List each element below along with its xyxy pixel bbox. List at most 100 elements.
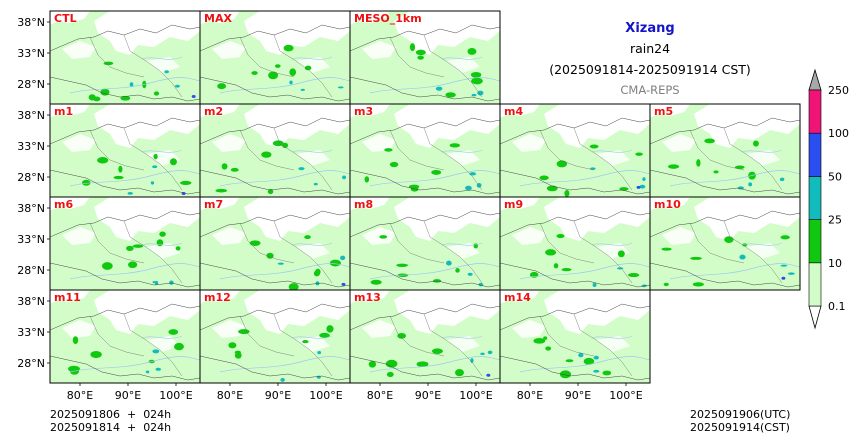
colorbar-extend-low <box>808 305 822 330</box>
init-time-line2: 2025091814 + 024h <box>50 421 172 434</box>
valid-time-utc: 2025091906(UTC) <box>690 408 791 421</box>
precip-field <box>500 197 650 290</box>
region-title: Xizang <box>625 21 674 36</box>
lat-label: 33°N <box>17 326 45 339</box>
panel-label: MESO_1km <box>354 12 422 25</box>
panel-label: m8 <box>354 198 373 211</box>
panel-label: m10 <box>654 198 681 211</box>
lat-label: 33°N <box>17 233 45 246</box>
map-panel-m13: m13 <box>349 289 501 384</box>
panel-label: m2 <box>204 105 223 118</box>
map-panel-m12: m12 <box>199 289 351 384</box>
panel-label: m9 <box>504 198 523 211</box>
lon-label: 90°E <box>265 389 291 402</box>
colorbar: 0.1 10 25 50 100 250 <box>808 68 849 330</box>
precip-field <box>50 104 200 197</box>
panel-label: m4 <box>504 105 523 118</box>
map-panel-m6: m6 <box>49 196 201 291</box>
map-panel-m1: m1 <box>49 103 201 198</box>
period-title: (2025091814-2025091914 CST) <box>549 62 751 77</box>
lon-label: 80°E <box>217 389 243 402</box>
colorbar-level-label: 100 <box>828 127 849 140</box>
map-panel-max: MAX <box>199 10 351 105</box>
precip-field <box>650 104 800 197</box>
colorbar-level-label: 50 <box>828 170 842 183</box>
precip-field <box>200 290 350 383</box>
panel-frame <box>499 289 651 384</box>
colorbar-segment <box>808 132 822 177</box>
init-time-line1: 2025091806 + 024h <box>50 408 172 421</box>
panel-label: m7 <box>204 198 223 211</box>
panel-label: MAX <box>204 12 232 25</box>
lat-label: 28°N <box>17 264 45 277</box>
map-panel-m3: m3 <box>349 103 501 198</box>
colorbar-segment <box>808 219 822 264</box>
panel-label: CTL <box>54 12 77 25</box>
precip-field <box>350 290 500 383</box>
precip-field <box>50 197 200 290</box>
precip-field <box>500 290 650 383</box>
panel-label: m12 <box>204 291 231 304</box>
map-panel-m7: m7 <box>199 196 351 291</box>
lat-label: 38°N <box>17 295 45 308</box>
lon-label: 100°E <box>159 389 192 402</box>
precip-field <box>350 11 500 104</box>
panel-label: m5 <box>654 105 673 118</box>
valid-time-cst: 2025091914(CST) <box>690 421 790 434</box>
precip-field <box>350 197 500 290</box>
lon-label: 90°E <box>565 389 591 402</box>
panel-label: m6 <box>54 198 73 211</box>
precip-field <box>350 104 500 197</box>
colorbar-level-label: 0.1 <box>828 300 846 313</box>
lon-label: 100°E <box>609 389 642 402</box>
colorbar-segment <box>808 176 822 220</box>
source-label: CMA-REPS <box>620 83 679 97</box>
colorbar-level-label: 25 <box>828 214 842 227</box>
precip-field <box>50 11 200 104</box>
lat-label: 38°N <box>17 109 45 122</box>
colorbar-segment <box>808 262 822 307</box>
precip-field <box>650 197 800 290</box>
panel-grid: CTL MAX MESO_1km m1 m2 m3 m4 m5 m6 m7 m8 m9 m10 m11 m1… <box>49 10 801 384</box>
map-panel-m9: m9 <box>499 196 651 291</box>
lon-label: 100°E <box>459 389 492 402</box>
panel-label: m1 <box>54 105 73 118</box>
lon-label: 90°E <box>415 389 441 402</box>
lon-label: 80°E <box>367 389 393 402</box>
lat-label: 38°N <box>17 16 45 29</box>
precip-field <box>500 104 650 197</box>
panel-label: m14 <box>504 291 531 304</box>
colorbar-segment <box>808 89 822 134</box>
map-panel-meso_1km: MESO_1km <box>349 10 501 105</box>
precip-field <box>200 197 350 290</box>
panel-label: m11 <box>54 291 81 304</box>
map-panel-m8: m8 <box>349 196 501 291</box>
colorbar-extend-high <box>808 68 822 91</box>
map-panel-ctl: CTL <box>49 10 201 105</box>
panel-label: m3 <box>354 105 373 118</box>
map-panel-m11: m11 <box>49 289 201 384</box>
precip-field <box>50 290 200 383</box>
lon-label: 100°E <box>309 389 342 402</box>
lat-label: 38°N <box>17 202 45 215</box>
precip-field <box>200 104 350 197</box>
lon-label: 90°E <box>115 389 141 402</box>
colorbar-level-label: 10 <box>828 257 842 270</box>
axis-labels: 38°N 33°N 28°N 38°N 33°N 28°N 38°N 33°N 28°N 38°N… <box>17 16 643 402</box>
lat-label: 28°N <box>17 357 45 370</box>
precip-field <box>200 11 350 104</box>
lon-label: 80°E <box>67 389 93 402</box>
map-panel-m14: m14 <box>499 289 651 384</box>
lat-label: 28°N <box>17 78 45 91</box>
panel-frame <box>649 196 801 291</box>
map-panel-m5: m5 <box>649 103 801 198</box>
lon-label: 80°E <box>517 389 543 402</box>
lat-label: 33°N <box>17 47 45 60</box>
map-panel-m2: m2 <box>199 103 351 198</box>
map-panel-m4: m4 <box>499 103 651 198</box>
panel-label: m13 <box>354 291 381 304</box>
variable-title: rain24 <box>630 41 670 56</box>
lat-label: 28°N <box>17 171 45 184</box>
lat-label: 33°N <box>17 140 45 153</box>
